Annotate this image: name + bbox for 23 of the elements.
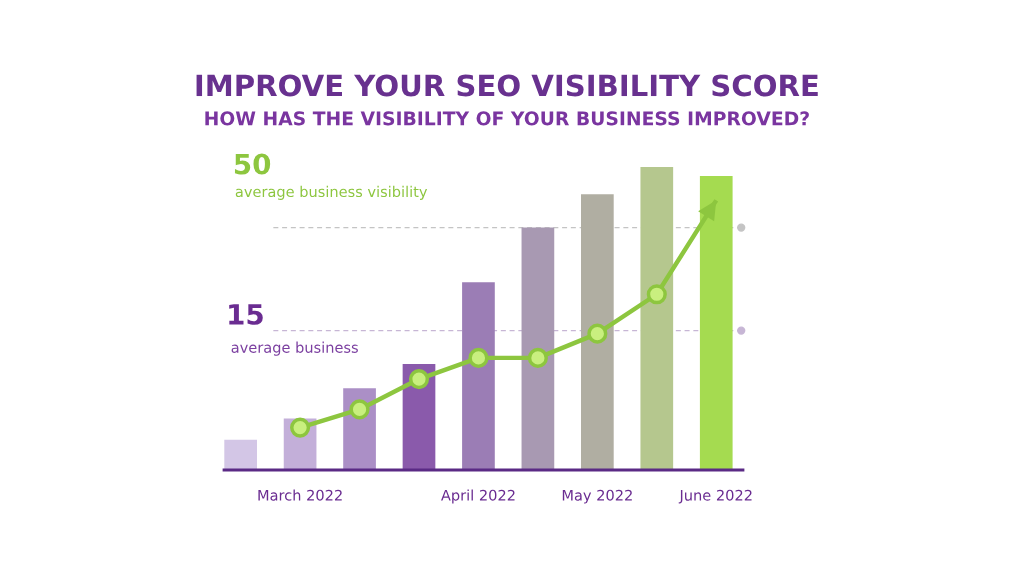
annotation: 50 xyxy=(234,153,271,175)
point xyxy=(468,347,489,368)
x-tick-label: April 2022 xyxy=(441,489,515,504)
point xyxy=(646,284,667,305)
point xyxy=(527,347,548,368)
bar xyxy=(640,167,674,470)
point xyxy=(290,417,311,438)
point xyxy=(587,323,608,344)
point xyxy=(349,399,370,420)
chart-title: IMPROVE YOUR SEO VISIBILITY SCORE xyxy=(196,74,818,97)
annotation: 15 xyxy=(229,304,263,325)
annotation: average business xyxy=(231,341,358,356)
x-tick-label: March 2022 xyxy=(258,489,342,501)
bar xyxy=(581,194,614,470)
bar xyxy=(699,176,733,470)
annotation: average business visibility xyxy=(235,185,428,200)
bar xyxy=(224,439,257,470)
bar xyxy=(521,227,555,470)
x-tick-label: May 2022 xyxy=(562,489,632,504)
bar xyxy=(462,282,495,470)
x-tick-label: June 2022 xyxy=(678,489,752,504)
point xyxy=(408,369,430,390)
chart-subtitle: HOW HAS THE VISIBILITY OF YOUR BUSINESS IMPROVED? xyxy=(205,111,809,126)
